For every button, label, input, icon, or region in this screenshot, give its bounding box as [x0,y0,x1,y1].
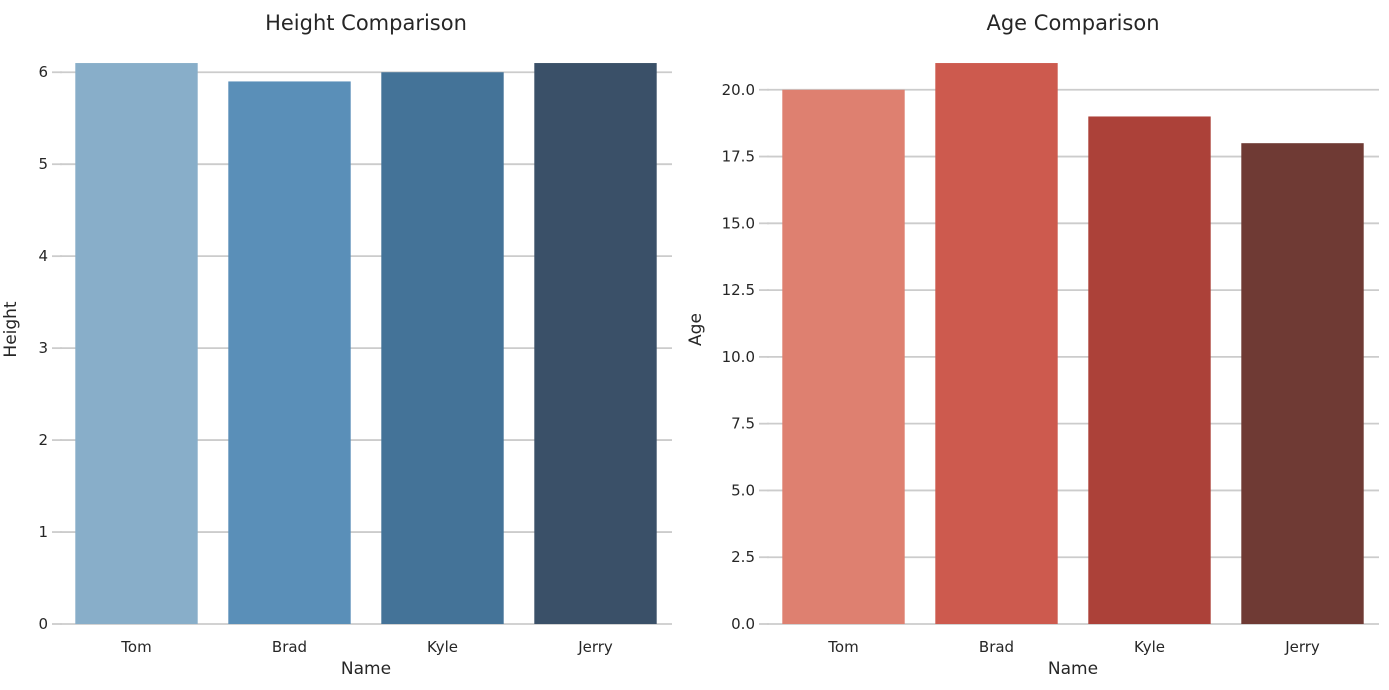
y-tick-label: 7.5 [731,415,755,433]
x-tick-label: Jerry [1284,638,1320,656]
y-tick-label: 3 [38,339,48,357]
y-tick-label: 2.5 [731,548,755,566]
y-tick-label: 0 [38,615,48,633]
x-tick-label: Kyle [427,638,458,656]
y-axis-label: Height [1,301,21,358]
chart-1: 0.0 2.5 5.0 7.5 10.0 12.5 15.0 17.5 20.0 Tom Brad K… [686,11,1379,679]
y-tick-label: 15.0 [722,214,755,232]
x-axis-label: Name [341,659,391,679]
x-tick-label: Kyle [1134,638,1165,656]
chart-title: Age Comparison [986,11,1159,35]
y-tick-label: 5.0 [731,481,755,499]
x-tick-label: Tom [120,638,151,656]
x-tick-label: Jerry [577,638,613,656]
bar-jerry [534,63,657,625]
bar-jerry [1241,143,1364,625]
y-tick-label: 10.0 [722,348,755,366]
y-tick-label: 2 [38,431,48,449]
x-tick-label: Brad [979,638,1014,656]
y-tick-label: 17.5 [722,148,755,166]
y-tick-label: 12.5 [722,281,755,299]
x-tick-label: Tom [827,638,858,656]
bar-kyle [381,72,504,625]
bar-brad [935,63,1058,625]
y-tick-label: 4 [38,247,48,265]
chart-title: Height Comparison [265,11,467,35]
bar-tom [782,89,905,624]
y-tick-label: 20.0 [722,81,755,99]
y-tick-label: 1 [38,523,48,541]
x-axis-label: Name [1048,659,1098,679]
y-tick-label: 6 [38,63,48,81]
y-tick-label: 0.0 [731,615,755,633]
bar-tom [75,63,198,625]
bar-kyle [1088,116,1211,625]
x-tick-label: Brad [272,638,307,656]
y-tick-label: 5 [38,155,48,173]
y-axis-label: Age [686,313,706,346]
chart-0: 0 1 2 3 4 5 6 Tom Brad Kyle Jerry Height Comparison… [1,11,672,679]
bar-brad [228,81,351,624]
